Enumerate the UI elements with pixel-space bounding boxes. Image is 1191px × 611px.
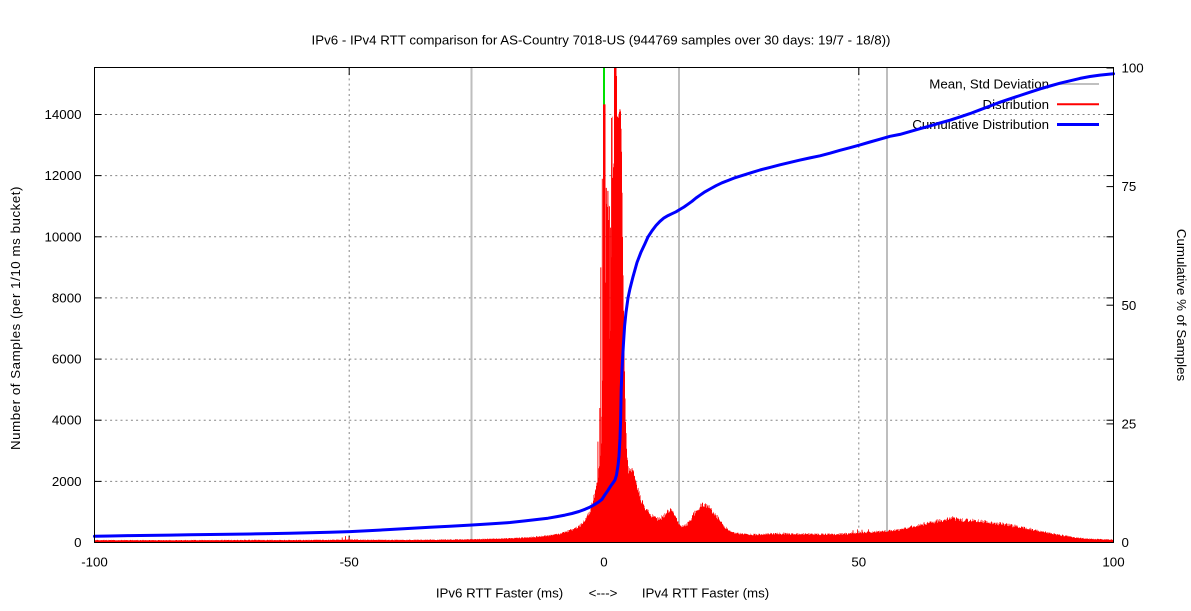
svg-text:0: 0 <box>74 535 81 550</box>
svg-text:75: 75 <box>1122 179 1137 194</box>
svg-text:IPv6 RTT Faster (ms): IPv6 RTT Faster (ms) <box>436 586 563 601</box>
svg-text:Distribution: Distribution <box>982 97 1049 112</box>
svg-text:6000: 6000 <box>52 352 82 367</box>
svg-text:4000: 4000 <box>52 413 82 428</box>
svg-text:25: 25 <box>1122 416 1137 431</box>
svg-text:-50: -50 <box>340 555 359 570</box>
svg-text:8000: 8000 <box>52 290 82 305</box>
svg-text:50: 50 <box>851 555 866 570</box>
svg-text:Mean, Std Deviation: Mean, Std Deviation <box>929 77 1049 92</box>
svg-text:14000: 14000 <box>45 107 82 122</box>
svg-text:0: 0 <box>600 555 607 570</box>
svg-text:12000: 12000 <box>45 168 82 183</box>
svg-text:-100: -100 <box>81 555 108 570</box>
svg-text:Cumulative % of Samples: Cumulative % of Samples <box>1174 229 1189 382</box>
svg-text:0: 0 <box>1122 535 1129 550</box>
svg-text:<--->: <---> <box>589 586 618 601</box>
svg-text:100: 100 <box>1102 555 1124 570</box>
svg-text:IPv4 RTT Faster (ms): IPv4 RTT Faster (ms) <box>642 586 769 601</box>
svg-text:Number of Samples (per 1/10 ms: Number of Samples (per 1/10 ms bucket) <box>8 186 23 450</box>
svg-text:10000: 10000 <box>45 229 82 244</box>
svg-text:2000: 2000 <box>52 474 82 489</box>
svg-text:100: 100 <box>1122 61 1144 76</box>
svg-text:50: 50 <box>1122 298 1137 313</box>
svg-text:IPv6 - IPv4 RTT comparison for: IPv6 - IPv4 RTT comparison for AS-Countr… <box>312 33 891 48</box>
